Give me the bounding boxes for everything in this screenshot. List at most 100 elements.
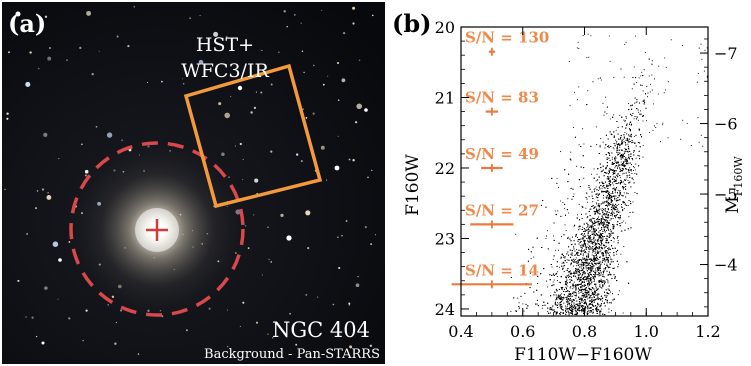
data-point (591, 219, 593, 221)
data-point (625, 178, 627, 180)
data-point (560, 200, 562, 202)
data-point (570, 286, 572, 288)
data-point (593, 239, 595, 241)
data-point (585, 207, 587, 209)
data-point (623, 208, 625, 210)
star (198, 59, 204, 65)
data-point (613, 241, 615, 243)
star (185, 329, 188, 332)
data-point (533, 256, 535, 258)
data-point (596, 262, 598, 264)
data-point (563, 302, 565, 304)
data-point (575, 297, 577, 299)
data-point (607, 221, 610, 223)
data-point (578, 144, 580, 146)
data-point (622, 181, 625, 183)
star (371, 169, 373, 172)
star (26, 233, 28, 235)
star (147, 81, 149, 84)
data-point (648, 75, 650, 77)
data-point (622, 169, 624, 171)
data-point (576, 165, 578, 167)
data-point (616, 176, 618, 178)
data-point (593, 278, 595, 280)
data-point (591, 290, 593, 292)
data-point (576, 262, 578, 264)
data-point (614, 192, 616, 194)
data-point (622, 138, 624, 140)
star (326, 179, 328, 181)
data-point (589, 208, 591, 210)
panel-b-label: (b) (392, 9, 432, 38)
bright-star (364, 108, 368, 112)
star (295, 343, 298, 346)
data-point (651, 60, 653, 62)
data-point (604, 261, 606, 263)
data-point (630, 153, 632, 155)
data-point (595, 270, 597, 272)
data-point (638, 77, 640, 79)
data-point (625, 222, 627, 224)
data-point (622, 220, 624, 222)
data-point (606, 178, 608, 180)
data-point (600, 278, 602, 280)
data-point (564, 291, 566, 293)
data-point (557, 302, 559, 304)
data-point (582, 255, 584, 257)
data-point (552, 258, 554, 260)
data-point (640, 75, 642, 77)
data-point (600, 232, 602, 234)
data-point (598, 258, 600, 260)
data-point (622, 153, 624, 155)
data-point (565, 309, 567, 311)
data-point (604, 191, 606, 193)
data-point (596, 219, 598, 221)
data-point (583, 177, 585, 179)
data-point (614, 167, 616, 169)
data-point (628, 135, 630, 137)
bright-star (15, 11, 21, 17)
data-point (591, 303, 593, 305)
data-point (629, 167, 631, 169)
data-point (627, 205, 629, 207)
data-point (602, 197, 604, 199)
data-point (613, 238, 616, 240)
data-point (584, 294, 586, 296)
data-point (591, 270, 593, 272)
star (286, 25, 289, 28)
data-point (622, 210, 624, 212)
data-point (562, 202, 564, 204)
data-point (632, 151, 635, 153)
bright-star (237, 85, 243, 91)
panel-a: HST+ WFC3/IR (a) NGC 404 Background - Pa… (2, 2, 385, 364)
data-point (585, 252, 587, 254)
data-point (583, 295, 585, 297)
data-point (559, 305, 561, 307)
data-point (605, 237, 607, 240)
data-point (629, 129, 631, 131)
star (332, 303, 335, 306)
data-point (545, 237, 547, 240)
data-point (637, 119, 639, 121)
data-point (607, 215, 609, 217)
data-point (647, 92, 649, 94)
data-point (617, 294, 619, 296)
data-point (578, 229, 580, 231)
data-point (562, 298, 564, 300)
data-point (627, 171, 629, 173)
data-point (625, 117, 627, 119)
data-point (588, 241, 590, 243)
data-point (557, 249, 560, 251)
data-point (614, 199, 616, 201)
star (49, 47, 51, 49)
star (6, 117, 9, 120)
data-point (603, 247, 605, 249)
star (303, 71, 305, 74)
star (268, 258, 270, 261)
star (370, 243, 373, 246)
data-point (556, 276, 558, 278)
data-point (555, 303, 557, 306)
data-point (578, 269, 580, 271)
data-point (582, 226, 584, 228)
